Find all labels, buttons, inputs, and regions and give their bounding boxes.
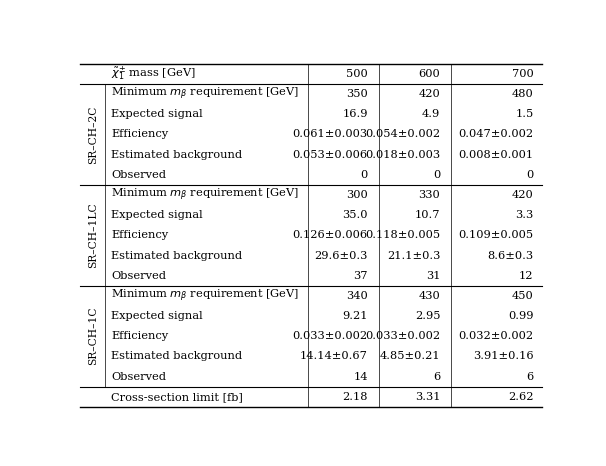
Text: 350: 350 bbox=[346, 89, 368, 99]
Text: 0.053±0.006: 0.053±0.006 bbox=[293, 150, 368, 160]
Text: 0.033±0.002: 0.033±0.002 bbox=[365, 331, 440, 341]
Text: Efficiency: Efficiency bbox=[111, 230, 168, 240]
Text: 430: 430 bbox=[419, 291, 440, 301]
Text: 330: 330 bbox=[419, 190, 440, 200]
Text: 0.109±0.005: 0.109±0.005 bbox=[459, 230, 534, 240]
Text: Efficiency: Efficiency bbox=[111, 130, 168, 139]
Text: 700: 700 bbox=[512, 69, 534, 79]
Text: Estimated background: Estimated background bbox=[111, 150, 242, 160]
Text: 0.061±0.003: 0.061±0.003 bbox=[293, 130, 368, 139]
Text: 0.118±0.005: 0.118±0.005 bbox=[365, 230, 440, 240]
Text: Expected signal: Expected signal bbox=[111, 311, 202, 321]
Text: 14: 14 bbox=[353, 371, 368, 382]
Text: 420: 420 bbox=[419, 89, 440, 99]
Text: SR–CH–1C: SR–CH–1C bbox=[88, 307, 99, 365]
Text: 0.99: 0.99 bbox=[508, 311, 534, 321]
Text: 420: 420 bbox=[512, 190, 534, 200]
Text: 16.9: 16.9 bbox=[342, 109, 368, 119]
Text: 480: 480 bbox=[512, 89, 534, 99]
Text: 0.054±0.002: 0.054±0.002 bbox=[365, 130, 440, 139]
Text: 21.1±0.3: 21.1±0.3 bbox=[387, 251, 440, 260]
Text: 0.008±0.001: 0.008±0.001 bbox=[459, 150, 534, 160]
Text: Estimated background: Estimated background bbox=[111, 351, 242, 362]
Text: Minimum $m_{\beta}$ requirement [GeV]: Minimum $m_{\beta}$ requirement [GeV] bbox=[111, 187, 299, 203]
Text: Estimated background: Estimated background bbox=[111, 251, 242, 260]
Text: 35.0: 35.0 bbox=[342, 210, 368, 220]
Text: 300: 300 bbox=[346, 190, 368, 200]
Text: Minimum $m_{\beta}$ requirement [GeV]: Minimum $m_{\beta}$ requirement [GeV] bbox=[111, 288, 299, 304]
Text: Cross-section limit [fb]: Cross-section limit [fb] bbox=[111, 392, 243, 402]
Text: 10.7: 10.7 bbox=[415, 210, 440, 220]
Text: 4.85±0.21: 4.85±0.21 bbox=[379, 351, 440, 362]
Text: 0.018±0.003: 0.018±0.003 bbox=[365, 150, 440, 160]
Text: 31: 31 bbox=[425, 271, 440, 281]
Text: 0.047±0.002: 0.047±0.002 bbox=[459, 130, 534, 139]
Text: SR–CH–1LC: SR–CH–1LC bbox=[88, 203, 99, 268]
Text: 0.126±0.006: 0.126±0.006 bbox=[293, 230, 368, 240]
Text: 0: 0 bbox=[361, 170, 368, 180]
Text: Efficiency: Efficiency bbox=[111, 331, 168, 341]
Text: 2.18: 2.18 bbox=[342, 392, 368, 402]
Text: 29.6±0.3: 29.6±0.3 bbox=[315, 251, 368, 260]
Text: 3.3: 3.3 bbox=[516, 210, 534, 220]
Text: 14.14±0.67: 14.14±0.67 bbox=[300, 351, 368, 362]
Text: 2.95: 2.95 bbox=[415, 311, 440, 321]
Text: Observed: Observed bbox=[111, 271, 166, 281]
Text: 0.033±0.002: 0.033±0.002 bbox=[293, 331, 368, 341]
Text: 340: 340 bbox=[346, 291, 368, 301]
Text: 37: 37 bbox=[353, 271, 368, 281]
Text: 500: 500 bbox=[346, 69, 368, 79]
Text: $\tilde{\chi}_1^{\pm}$ mass [GeV]: $\tilde{\chi}_1^{\pm}$ mass [GeV] bbox=[111, 65, 196, 83]
Text: 0: 0 bbox=[433, 170, 440, 180]
Text: Expected signal: Expected signal bbox=[111, 210, 202, 220]
Text: 0.032±0.002: 0.032±0.002 bbox=[459, 331, 534, 341]
Text: 6: 6 bbox=[527, 371, 534, 382]
Text: 0: 0 bbox=[527, 170, 534, 180]
Text: Observed: Observed bbox=[111, 371, 166, 382]
Text: 2.62: 2.62 bbox=[508, 392, 534, 402]
Text: 3.91±0.16: 3.91±0.16 bbox=[473, 351, 534, 362]
Text: Observed: Observed bbox=[111, 170, 166, 180]
Text: 9.21: 9.21 bbox=[342, 311, 368, 321]
Text: 600: 600 bbox=[419, 69, 440, 79]
Text: Minimum $m_{\beta}$ requirement [GeV]: Minimum $m_{\beta}$ requirement [GeV] bbox=[111, 86, 299, 102]
Text: 4.9: 4.9 bbox=[422, 109, 440, 119]
Text: Expected signal: Expected signal bbox=[111, 109, 202, 119]
Text: 3.31: 3.31 bbox=[415, 392, 440, 402]
Text: 450: 450 bbox=[512, 291, 534, 301]
Text: 6: 6 bbox=[433, 371, 440, 382]
Text: 12: 12 bbox=[519, 271, 534, 281]
Text: 8.6±0.3: 8.6±0.3 bbox=[488, 251, 534, 260]
Text: 1.5: 1.5 bbox=[516, 109, 534, 119]
Text: SR–CH–2C: SR–CH–2C bbox=[88, 105, 99, 164]
